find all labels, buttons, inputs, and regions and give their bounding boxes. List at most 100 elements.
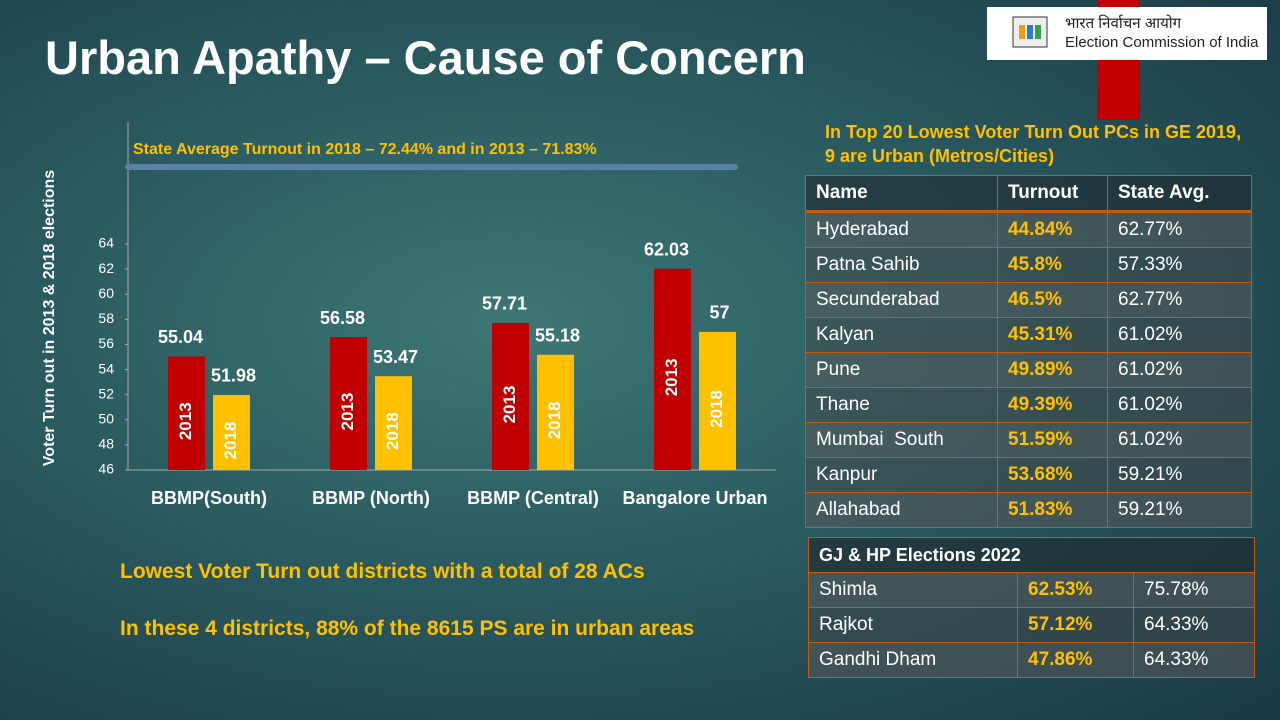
table2-title: GJ & HP Elections 2022 — [808, 537, 1255, 573]
y-axis-label: Voter Turn out in 2013 & 2018 elections — [41, 170, 58, 466]
series-label: 2018 — [221, 422, 240, 460]
cell: 51.59% — [997, 422, 1108, 458]
row: Kalyan 45.31% 61.02% — [805, 317, 1252, 353]
cell: 59.21% — [1107, 492, 1252, 528]
cell: Secunderabad — [805, 282, 998, 318]
series-label: 2013 — [338, 393, 357, 431]
cell: 62.77% — [1107, 211, 1252, 248]
y-tick-label: 52 — [98, 385, 114, 401]
value-label: 55.04 — [158, 327, 203, 347]
y-tick-label: 56 — [98, 335, 114, 351]
cell: 62.53% — [1017, 572, 1134, 608]
header-row: Name Turnout State Avg. — [805, 175, 1252, 213]
cell: 57.12% — [1017, 607, 1134, 643]
cell: 57.33% — [1107, 247, 1252, 283]
logo: भारत निर्वाचन आयोग Election Commission o… — [987, 7, 1267, 60]
cell: 49.89% — [997, 352, 1108, 388]
cell: Allahabad — [805, 492, 998, 528]
series-label: 2013 — [662, 358, 681, 396]
y-tick-label: 48 — [98, 436, 114, 452]
bar — [654, 268, 691, 470]
y-tick-label: 54 — [98, 360, 114, 376]
row: Hyderabad 44.84% 62.77% — [805, 211, 1252, 248]
cell: 61.02% — [1107, 352, 1252, 388]
cell: 45.8% — [997, 247, 1108, 283]
chart: State Average Turnout in 2018 – 72.44% a… — [41, 122, 776, 508]
bar — [375, 376, 412, 470]
series-label: 2018 — [707, 390, 726, 428]
cell: 53.68% — [997, 457, 1108, 493]
bar — [330, 337, 367, 470]
series-label: 2018 — [545, 401, 564, 439]
bar — [492, 322, 529, 470]
y-tick-label: 60 — [98, 285, 114, 301]
x-tick-label: BBMP (Central) — [467, 488, 599, 508]
cell: Pune — [805, 352, 998, 388]
row: Shimla 62.53% 75.78% — [808, 572, 1255, 608]
x-tick-label: BBMP(South) — [151, 488, 267, 508]
table1: Name Turnout State Avg. Hyderabad 44.84% 62.7… — [805, 175, 1252, 528]
bar — [168, 356, 205, 470]
series-label: 2013 — [500, 386, 519, 424]
y-tick-label: 46 — [98, 461, 114, 477]
note: In these 4 districts, 88% of the 8615 PS… — [120, 617, 695, 640]
cell: 46.5% — [997, 282, 1108, 318]
y-tick-label: 50 — [98, 410, 114, 426]
cell: 49.39% — [997, 387, 1108, 423]
header-row: GJ & HP Elections 2022 — [808, 537, 1255, 573]
x-tick-label: Bangalore Urban — [622, 488, 767, 508]
header-cell: State Avg. — [1107, 175, 1252, 213]
table1-title: In Top 20 Lowest Voter Turn Out PCs in G… — [825, 122, 1242, 166]
bar — [213, 394, 250, 470]
cell: 59.21% — [1107, 457, 1252, 493]
cell: 64.33% — [1133, 607, 1255, 643]
cell: Patna Sahib — [805, 247, 998, 283]
note: Lowest Voter Turn out districts with a t… — [120, 560, 645, 583]
cell: Shimla — [808, 572, 1018, 608]
cell: 61.02% — [1107, 387, 1252, 423]
value-label: 57.71 — [482, 294, 527, 314]
cell: Rajkot — [808, 607, 1018, 643]
cell: 44.84% — [997, 211, 1108, 248]
y-tick-label: 58 — [98, 310, 114, 326]
cell: 45.31% — [997, 317, 1108, 353]
cell: Thane — [805, 387, 998, 423]
cell: Mumbai South — [805, 422, 998, 458]
y-tick-label: 62 — [98, 260, 114, 276]
row: Gandhi Dham 47.86% 64.33% — [808, 642, 1255, 678]
cell: Gandhi Dham — [808, 642, 1018, 678]
series-label: 2018 — [383, 412, 402, 450]
header-cell: Turnout — [997, 175, 1108, 213]
cell: 64.33% — [1133, 642, 1255, 678]
cell: Kalyan — [805, 317, 998, 353]
row: Thane 49.39% 61.02% — [805, 387, 1252, 423]
slide-title: Urban Apathy – Cause of Concern — [45, 31, 806, 84]
cell: 61.02% — [1107, 422, 1252, 458]
value-label: 62.03 — [644, 239, 689, 259]
table2: GJ & HP Elections 2022 Shimla 62.53% 75.78%… — [808, 537, 1255, 678]
value-label: 53.47 — [373, 347, 418, 367]
series-label: 2013 — [176, 402, 195, 440]
header-cell: Name — [805, 175, 998, 213]
cell: 51.83% — [997, 492, 1108, 528]
logo-icon — [1012, 16, 1048, 48]
value-label: 56.58 — [320, 308, 365, 328]
value-label: 55.18 — [535, 325, 580, 345]
bar — [537, 354, 574, 470]
cell: 75.78% — [1133, 572, 1255, 608]
row: Mumbai South 51.59% 61.02% — [805, 422, 1252, 458]
y-tick-label: 64 — [98, 235, 114, 251]
value-label: 51.98 — [211, 366, 256, 386]
row: Allahabad 51.83% 59.21% — [805, 492, 1252, 528]
row: Pune 49.89% 61.02% — [805, 352, 1252, 388]
cell: 62.77% — [1107, 282, 1252, 318]
row: Kanpur 53.68% 59.21% — [805, 457, 1252, 493]
cell: 47.86% — [1017, 642, 1134, 678]
cell: 61.02% — [1107, 317, 1252, 353]
logo-hindi: भारत निर्वाचन आयोग — [1065, 15, 1182, 32]
annotation: State Average Turnout in 2018 – 72.44% a… — [133, 141, 597, 158]
row: Rajkot 57.12% 64.33% — [808, 607, 1255, 643]
logo-english: Election Commission of India — [1065, 34, 1259, 51]
x-tick-label: BBMP (North) — [312, 488, 430, 508]
